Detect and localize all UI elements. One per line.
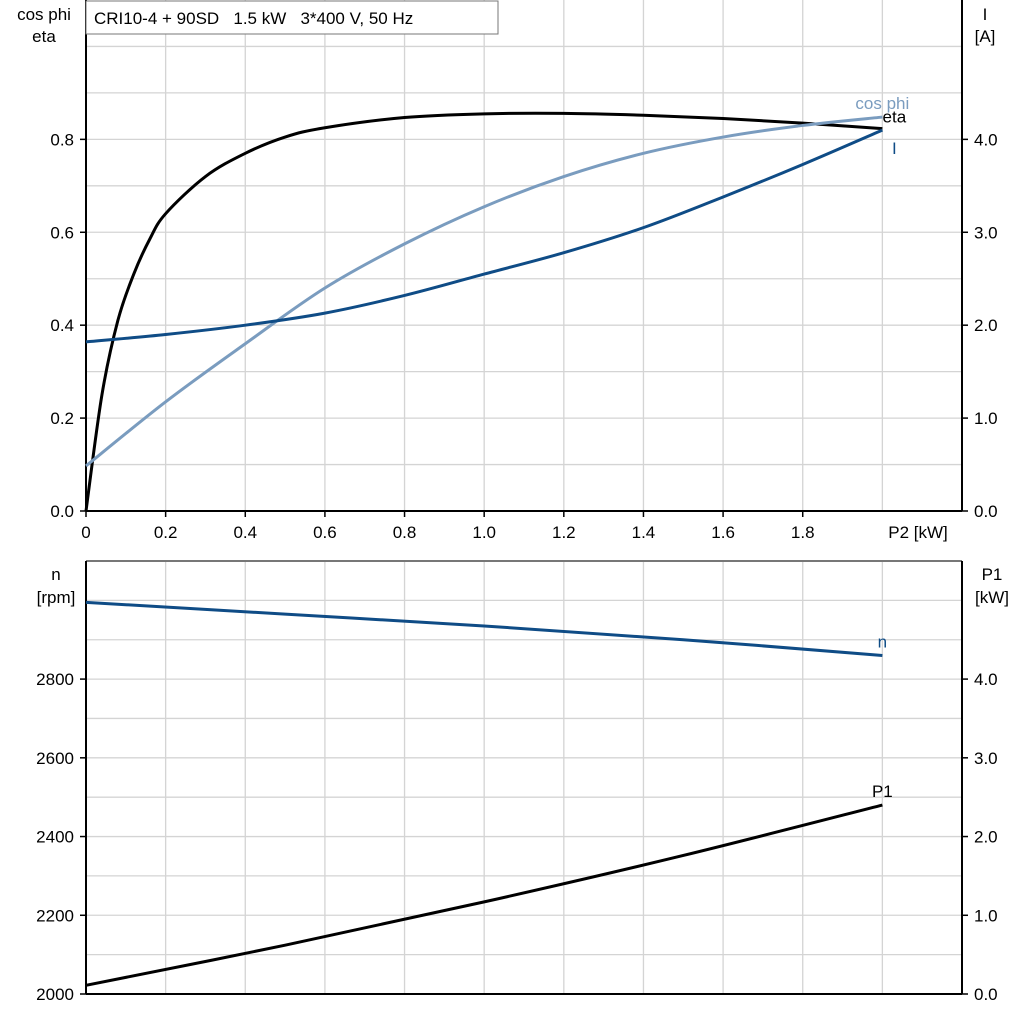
- x-tick-label: 0.6: [313, 523, 337, 542]
- right-axis-label-2: [A]: [975, 27, 996, 46]
- left-tick-label: 0.2: [50, 409, 74, 428]
- series-line-cos-phi: [85, 115, 883, 468]
- x-tick-label: 0.4: [233, 523, 257, 542]
- top-chart: 0.0 0.2 0.4 0.6 0.8 0.0 1.0 2.0 3.0 4.0 0 0.2 0.4 0.6…: [50, 0, 998, 542]
- bottom-right-axis-label-2: [kW]: [975, 588, 1009, 607]
- right-tick-label: 0.0: [974, 502, 998, 521]
- x-tick-label: 0.8: [393, 523, 417, 542]
- left-tick-label: 2800: [36, 670, 74, 689]
- left-tick-label: 2600: [36, 749, 74, 768]
- right-tick-label: 4.0: [974, 130, 998, 149]
- x-tick-label: 0: [81, 523, 90, 542]
- x-tick-label: 1.2: [552, 523, 576, 542]
- series-label-p1: P1: [872, 782, 893, 801]
- series-line-eta: [84, 111, 883, 512]
- left-tick-label: 0.6: [50, 223, 74, 242]
- title-box: [85, 0, 499, 35]
- right-tick-label: 1.0: [974, 906, 998, 925]
- right-tick-label: 1.0: [974, 409, 998, 428]
- right-tick-label: 4.0: [974, 670, 998, 689]
- series-label-cos-phi: cos phi: [855, 94, 909, 113]
- right-tick-label: 3.0: [974, 223, 998, 242]
- x-axis-label: P2 [kW]: [888, 523, 948, 542]
- x-tick-label: 1.6: [711, 523, 735, 542]
- x-tick-label: 0.2: [154, 523, 178, 542]
- left-tick-label: 2200: [36, 906, 74, 925]
- series-line-p1: [85, 803, 883, 987]
- x-tick-label: 1.8: [791, 523, 815, 542]
- right-tick-label: 0.0: [974, 985, 998, 1004]
- left-tick-label: 0.0: [50, 502, 74, 521]
- left-tick-label: 2000: [36, 985, 74, 1004]
- x-tick-label: 1.4: [632, 523, 656, 542]
- x-tick-label: 1.0: [472, 523, 496, 542]
- right-tick-label: 3.0: [974, 749, 998, 768]
- left-tick-label: 0.8: [50, 130, 74, 149]
- bottom-left-axis-label-2: [rpm]: [37, 588, 76, 607]
- bottom-left-axis-label-1: n: [51, 565, 60, 584]
- left-axis-label-1: cos phi: [17, 5, 71, 24]
- series-label-eta: eta: [883, 108, 907, 127]
- series-label-i: I: [892, 139, 897, 158]
- series-label-n: n: [878, 632, 887, 651]
- right-tick-label: 2.0: [974, 828, 998, 847]
- series-line-i: [85, 128, 883, 344]
- right-tick-label: 2.0: [974, 316, 998, 335]
- bottom-right-axis-label-1: P1: [982, 565, 1003, 584]
- left-axis-label-2: eta: [32, 27, 56, 46]
- left-tick-label: 2400: [36, 828, 74, 847]
- bottom-chart: 2000 2200 2400 2600 2800 0.0 1.0 2.0 3.0 4.0 n P1: [36, 560, 998, 1004]
- right-axis-label-1: I: [983, 5, 988, 24]
- chart-title: CRI10-4 + 90SD 1.5 kW 3*400 V, 50 Hz: [94, 9, 413, 28]
- series-line-n: [85, 600, 883, 657]
- left-tick-label: 0.4: [50, 316, 74, 335]
